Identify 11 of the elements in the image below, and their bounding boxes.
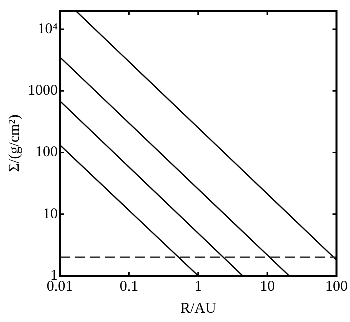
x-tick-label: 1 [194, 278, 202, 295]
y-tick-label: 10 [43, 206, 58, 222]
x-tick-label: 10 [260, 278, 276, 295]
y-tick-label: 100 [36, 144, 58, 161]
x-axis-title: R/AU [180, 300, 216, 317]
x-tick-label: 0.1 [120, 278, 139, 295]
y-tick-label: 10⁴ [38, 21, 58, 38]
y-axis-title: Σ/(g/cm²) [6, 114, 23, 172]
y-tick-label: 1000 [28, 83, 58, 100]
x-tick-label: 0.01 [46, 278, 74, 295]
x-tick-label: 100 [326, 278, 348, 295]
